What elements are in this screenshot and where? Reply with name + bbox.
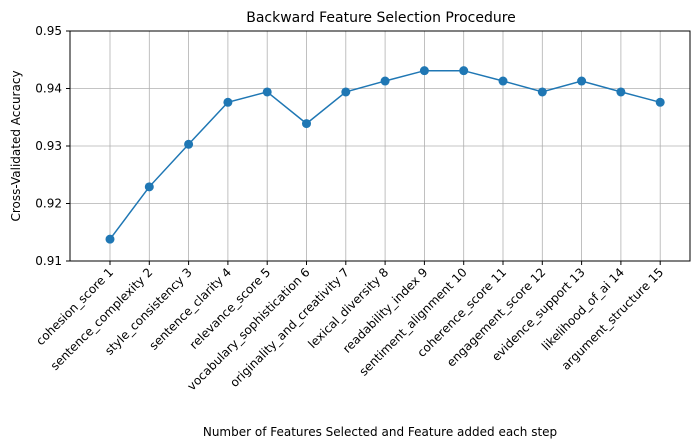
data-point [380, 76, 390, 86]
data-point [537, 87, 547, 97]
data-point [302, 119, 311, 129]
data-point [184, 139, 194, 149]
data-point [616, 87, 626, 97]
y-tick-label: 0.91 [35, 254, 62, 268]
data-point [419, 66, 429, 76]
y-tick-label: 0.93 [35, 139, 62, 153]
data-point [498, 76, 508, 86]
y-axis-label: Cross-Validated Accuracy [9, 70, 23, 221]
chart-title: Backward Feature Selection Procedure [246, 10, 516, 26]
data-point [459, 66, 469, 76]
y-tick-label: 0.95 [35, 24, 62, 38]
data-point [105, 234, 115, 244]
y-axis: 0.91 0.92 0.93 0.94 0.95 [35, 24, 70, 268]
data-point [223, 97, 233, 107]
data-point [577, 76, 587, 86]
data-point [341, 87, 351, 97]
y-tick-label: 0.92 [35, 197, 62, 211]
data-point [144, 182, 154, 192]
data-point [262, 87, 272, 97]
series-markers [105, 66, 665, 244]
x-axis-label: Number of Features Selected and Feature … [203, 425, 557, 439]
data-point [655, 97, 665, 107]
y-tick-label: 0.94 [35, 82, 62, 96]
grid [70, 30, 690, 262]
